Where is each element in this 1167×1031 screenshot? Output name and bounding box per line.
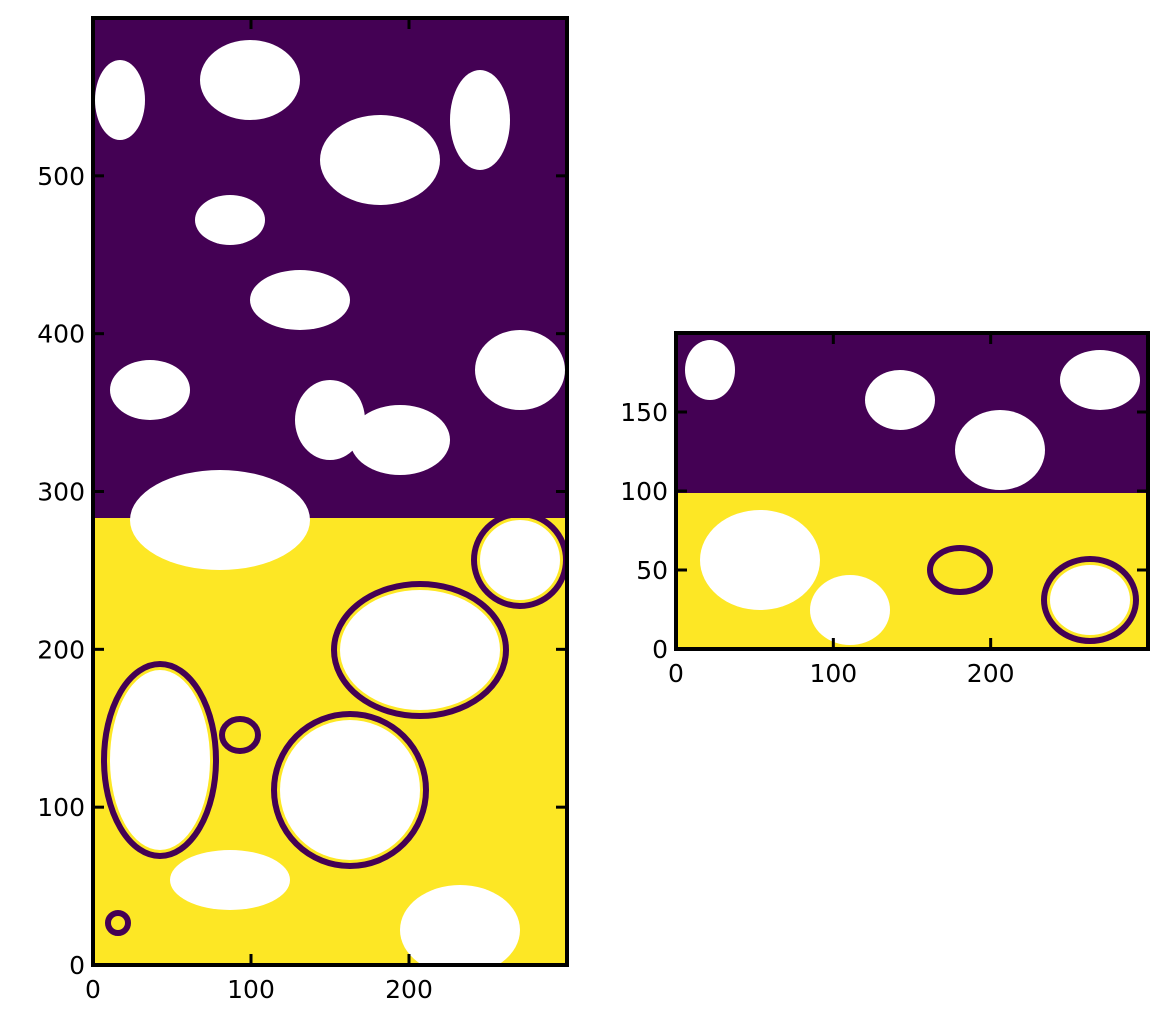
y-tick-label: 200 [37, 635, 85, 664]
y-tick-label: 300 [37, 478, 85, 507]
image-left [93, 18, 567, 965]
image-right [676, 333, 1148, 649]
y-tick-label: 100 [620, 477, 668, 506]
y-tick-label: 100 [37, 793, 85, 822]
y-tick-label: 0 [652, 635, 668, 664]
x-tick-label: 200 [967, 659, 1015, 688]
x-tick-label: 100 [227, 975, 275, 1004]
y-tick-label: 150 [620, 398, 668, 427]
x-tick-label: 0 [668, 659, 684, 688]
x-tick-label: 0 [85, 975, 101, 1004]
x-tick-label: 200 [385, 975, 433, 1004]
axes-frame [674, 331, 1150, 651]
y-tick-label: 500 [37, 162, 85, 191]
axes-frame [91, 16, 569, 967]
y-tick-label: 0 [69, 951, 85, 980]
y-tick-label: 400 [37, 320, 85, 349]
x-tick-label: 100 [809, 659, 857, 688]
y-tick-label: 50 [636, 556, 668, 585]
